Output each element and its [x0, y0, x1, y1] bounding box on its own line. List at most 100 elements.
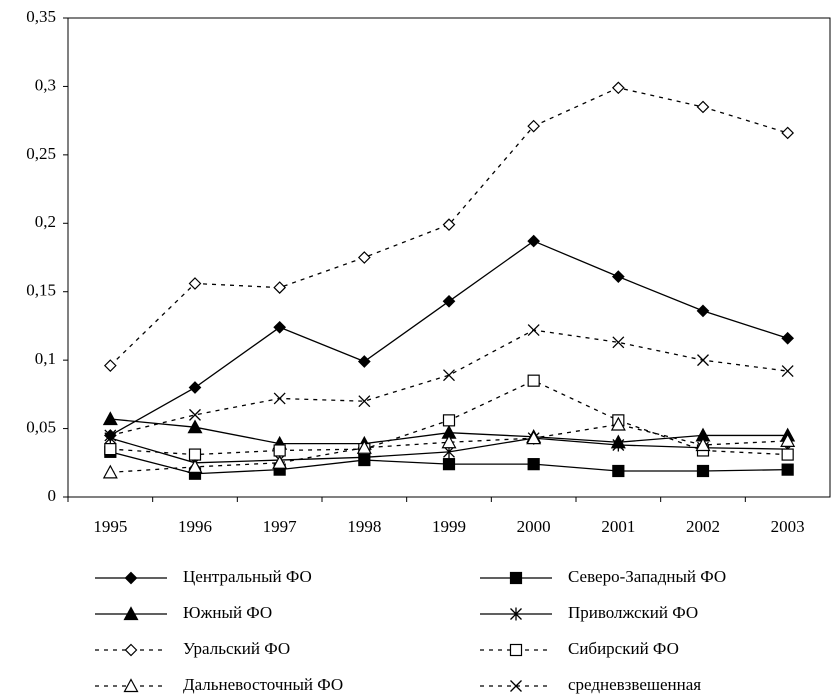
- marker: [612, 336, 625, 349]
- marker: [102, 411, 118, 426]
- marker: [442, 294, 456, 308]
- marker: [356, 439, 372, 454]
- marker: [441, 434, 457, 449]
- marker: [123, 606, 139, 621]
- y-tick-label: 0,05: [26, 417, 56, 436]
- marker-shape: [187, 419, 203, 434]
- marker-shape: [611, 81, 625, 95]
- marker-shape: [510, 680, 522, 692]
- marker: [696, 100, 710, 114]
- marker: [273, 320, 287, 334]
- y-tick-label: 0,35: [26, 7, 56, 26]
- legend-label: Уральский ФО: [183, 639, 290, 658]
- marker: [527, 458, 540, 471]
- marker: [102, 464, 118, 479]
- marker: [123, 678, 139, 693]
- y-tick-label: 0,1: [35, 349, 56, 368]
- marker: [696, 464, 710, 478]
- marker-shape: [611, 270, 625, 284]
- plot-frame: [67, 17, 831, 498]
- legend-label: Центральный ФО: [183, 567, 312, 586]
- marker-shape: [509, 643, 523, 657]
- legend-label: средневзвешенная: [568, 675, 701, 694]
- x-tick-label: 1996: [178, 517, 212, 536]
- marker-shape: [442, 218, 456, 232]
- y-tick-label: 0: [48, 486, 57, 505]
- marker: [781, 365, 794, 378]
- marker-shape: [442, 294, 456, 308]
- series-line: [110, 329, 788, 437]
- marker: [695, 437, 711, 452]
- marker: [510, 607, 522, 621]
- legend-label: Дальневосточный ФО: [183, 675, 343, 694]
- series-line: [110, 240, 788, 436]
- marker-shape: [527, 374, 540, 387]
- marker-shape: [188, 381, 202, 394]
- marker-shape: [696, 100, 710, 114]
- marker: [187, 419, 203, 434]
- marker: [781, 331, 795, 345]
- x-tick-label: 1997: [263, 517, 298, 536]
- marker-shape: [124, 571, 138, 585]
- marker-shape: [102, 464, 118, 479]
- marker: [612, 464, 625, 478]
- marker-shape: [781, 463, 794, 476]
- marker: [104, 429, 117, 442]
- marker-shape: [527, 458, 540, 471]
- marker: [188, 448, 202, 461]
- marker: [124, 643, 138, 657]
- marker-shape: [781, 448, 794, 461]
- marker: [188, 381, 202, 394]
- x-tick-label: 2002: [686, 517, 720, 536]
- marker: [509, 643, 523, 657]
- marker-shape: [527, 324, 540, 336]
- marker-shape: [273, 444, 286, 457]
- marker: [780, 433, 796, 447]
- marker: [697, 354, 709, 367]
- legend-label: Приволжский ФО: [568, 603, 698, 622]
- marker: [273, 392, 286, 405]
- marker: [781, 126, 795, 140]
- marker: [104, 443, 117, 456]
- marker-shape: [781, 331, 795, 345]
- marker-shape: [527, 119, 541, 133]
- marker-shape: [272, 455, 288, 469]
- marker-shape: [696, 464, 710, 478]
- marker: [442, 458, 456, 471]
- marker-shape: [696, 304, 710, 318]
- marker: [781, 448, 794, 461]
- marker: [103, 359, 117, 372]
- marker-shape: [124, 643, 138, 657]
- marker: [527, 234, 541, 248]
- marker: [272, 455, 288, 469]
- marker: [610, 416, 626, 431]
- marker-shape: [781, 126, 795, 140]
- marker-shape: [104, 431, 117, 445]
- marker: [611, 270, 625, 284]
- x-tick-label: 2000: [517, 517, 551, 536]
- marker-shape: [442, 414, 456, 427]
- marker: [526, 430, 542, 445]
- marker-shape: [509, 571, 523, 585]
- y-tick-label: 0,15: [26, 281, 56, 300]
- marker-shape: [358, 395, 371, 408]
- marker: [443, 369, 455, 382]
- x-tick-label: 1998: [347, 517, 381, 536]
- marker-shape: [123, 678, 139, 693]
- legend-label: Сибирский ФО: [568, 639, 679, 658]
- marker-shape: [781, 365, 794, 378]
- marker: [509, 571, 523, 585]
- marker: [273, 281, 287, 294]
- marker-shape: [612, 438, 625, 452]
- x-tick-label: 2003: [771, 517, 805, 536]
- marker: [696, 304, 710, 318]
- marker: [612, 438, 625, 452]
- y-tick-label: 0,25: [26, 144, 56, 163]
- marker-shape: [189, 408, 201, 421]
- legend-label: Северо-Западный ФО: [568, 567, 726, 586]
- marker: [611, 81, 625, 95]
- marker-shape: [441, 434, 457, 449]
- marker-shape: [612, 464, 625, 478]
- series-line: [110, 423, 788, 474]
